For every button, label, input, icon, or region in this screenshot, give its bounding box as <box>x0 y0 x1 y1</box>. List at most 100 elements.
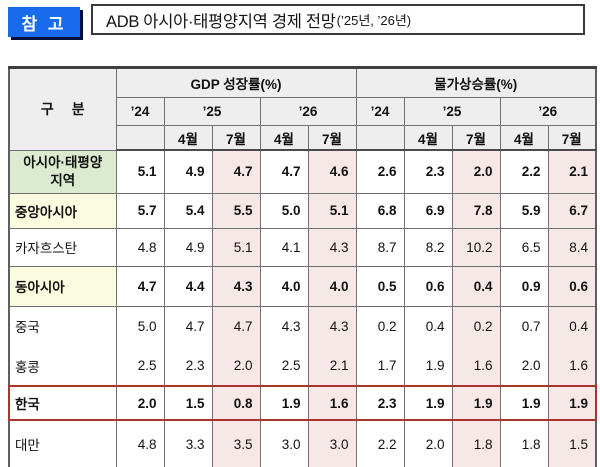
value-cell: 4.3 <box>307 228 357 267</box>
row-label: 중앙아시아 <box>8 193 117 229</box>
value-cell: 1.6 <box>547 346 597 386</box>
value-cell: 8.2 <box>403 228 453 267</box>
row-label: 한국 <box>8 385 117 421</box>
value-cell: 6.5 <box>499 228 549 267</box>
month-header-apr: 4월 <box>403 125 453 151</box>
value-cell: 3.3 <box>163 420 213 467</box>
value-cell: 5.5 <box>211 193 261 229</box>
value-cell: 2.5 <box>115 346 165 386</box>
value-cell: 6.7 <box>547 193 597 229</box>
value-cell: 5.1 <box>211 228 261 267</box>
row-label: 홍콩 <box>8 346 117 386</box>
value-cell: 2.0 <box>451 150 501 194</box>
table-row: 카자흐스탄 4.8 4.9 5.1 4.1 4.3 8.7 8.2 10.2 6.5 8.4 <box>8 228 597 267</box>
value-cell: 10.2 <box>451 228 501 267</box>
value-cell: 3.5 <box>211 420 261 467</box>
value-cell: 1.6 <box>451 346 501 386</box>
value-cell: 2.0 <box>403 420 453 467</box>
value-cell: 2.6 <box>355 150 405 194</box>
value-cell: 2.0 <box>499 346 549 386</box>
value-cell: 3.0 <box>307 420 357 467</box>
year-header-gdp-24: ’24 <box>115 97 165 126</box>
year-header-cpi-25: ’25 <box>403 97 501 126</box>
group-header-gdp-growth: GDP 성장률(%) <box>115 67 357 98</box>
value-cell: 4.7 <box>259 150 309 194</box>
row-label-line1: 아시아·태평양 <box>23 154 103 170</box>
row-label: 대만 <box>8 420 117 467</box>
value-cell: 6.8 <box>355 193 405 229</box>
table-body: 아시아·태평양 지역 5.1 4.9 4.7 4.7 4.6 2.6 2.3 2.0 2.2 2.1 중… <box>8 150 597 467</box>
value-cell: 0.4 <box>403 306 453 346</box>
month-header-apr: 4월 <box>499 125 549 151</box>
value-cell: 0.6 <box>547 266 597 307</box>
value-cell: 0.7 <box>499 306 549 346</box>
value-cell: 1.9 <box>403 346 453 386</box>
table-row: 중국 5.0 4.7 4.7 4.3 4.3 0.2 0.4 0.2 0.7 0.4 <box>8 306 597 346</box>
title-box: ADB 아시아·태평양지역 경제 전망 (’25년, ’26년) <box>91 4 585 35</box>
table-row: 한국 2.0 1.5 0.8 1.9 1.6 2.3 1.9 1.9 1.9 1.9 <box>8 385 597 421</box>
value-cell: 0.8 <box>211 385 261 421</box>
reference-badge: 참 고 <box>8 7 80 37</box>
value-cell: 0.6 <box>403 266 453 307</box>
value-cell: 2.3 <box>403 150 453 194</box>
value-cell: 0.4 <box>547 306 597 346</box>
value-cell: 4.7 <box>163 306 213 346</box>
page-title: ADB 아시아·태평양지역 경제 전망 <box>106 12 336 31</box>
value-cell: 4.4 <box>163 266 213 307</box>
value-cell: 0.9 <box>499 266 549 307</box>
value-cell: 1.9 <box>403 385 453 421</box>
row-label: 카자흐스탄 <box>8 228 117 267</box>
month-header-jul: 7월 <box>547 125 597 151</box>
value-cell: 5.9 <box>499 193 549 229</box>
value-cell: 1.5 <box>163 385 213 421</box>
month-header-apr: 4월 <box>163 125 213 151</box>
value-cell: 0.2 <box>451 306 501 346</box>
value-cell: 1.9 <box>499 385 549 421</box>
value-cell: 8.4 <box>547 228 597 267</box>
value-cell: 2.2 <box>499 150 549 194</box>
value-cell: 5.0 <box>115 306 165 346</box>
value-cell: 2.3 <box>355 385 405 421</box>
table-row: 중앙아시아 5.7 5.4 5.5 5.0 5.1 6.8 6.9 7.8 5.9 6.7 <box>8 193 597 229</box>
value-cell: 4.7 <box>115 266 165 307</box>
year-header-gdp-26: ’26 <box>259 97 357 126</box>
corner-header: 구 분 <box>8 67 117 151</box>
value-cell: 4.3 <box>211 266 261 307</box>
value-cell: 1.9 <box>259 385 309 421</box>
table-row: 대만 4.8 3.3 3.5 3.0 3.0 2.2 2.0 1.8 1.8 1.5 <box>8 420 597 467</box>
value-cell: 5.4 <box>163 193 213 229</box>
value-cell: 5.1 <box>115 150 165 194</box>
row-label-line2: 지역 <box>50 172 76 188</box>
table-row: 동아시아 4.7 4.4 4.3 4.0 4.0 0.5 0.6 0.4 0.9 0.6 <box>8 266 597 307</box>
value-cell: 4.0 <box>259 266 309 307</box>
month-header-empty <box>355 125 405 151</box>
row-label: 동아시아 <box>8 266 117 307</box>
value-cell: 2.1 <box>547 150 597 194</box>
year-header-cpi-26: ’26 <box>499 97 597 126</box>
month-header-jul: 7월 <box>211 125 261 151</box>
value-cell: 1.8 <box>451 420 501 467</box>
economic-outlook-table: 구 분 GDP 성장률(%) 물가상승률(%) ’24 ’25 ’26 ’24 … <box>8 66 597 467</box>
value-cell: 0.5 <box>355 266 405 307</box>
value-cell: 4.6 <box>307 150 357 194</box>
value-cell: 1.7 <box>355 346 405 386</box>
table-header: 구 분 GDP 성장률(%) 물가상승률(%) ’24 ’25 ’26 ’24 … <box>8 67 597 151</box>
value-cell: 1.6 <box>307 385 357 421</box>
value-cell: 4.3 <box>259 306 309 346</box>
value-cell: 2.2 <box>355 420 405 467</box>
value-cell: 4.9 <box>163 150 213 194</box>
value-cell: 2.3 <box>163 346 213 386</box>
value-cell: 1.9 <box>451 385 501 421</box>
table-row: 홍콩 2.5 2.3 2.0 2.5 2.1 1.7 1.9 1.6 2.0 1.6 <box>8 346 597 386</box>
value-cell: 4.8 <box>115 420 165 467</box>
year-header-gdp-25: ’25 <box>163 97 261 126</box>
value-cell: 4.9 <box>163 228 213 267</box>
value-cell: 2.0 <box>211 346 261 386</box>
month-header-apr: 4월 <box>259 125 309 151</box>
value-cell: 0.4 <box>451 266 501 307</box>
row-label: 중국 <box>8 306 117 346</box>
value-cell: 7.8 <box>451 193 501 229</box>
value-cell: 2.5 <box>259 346 309 386</box>
month-header-jul: 7월 <box>451 125 501 151</box>
